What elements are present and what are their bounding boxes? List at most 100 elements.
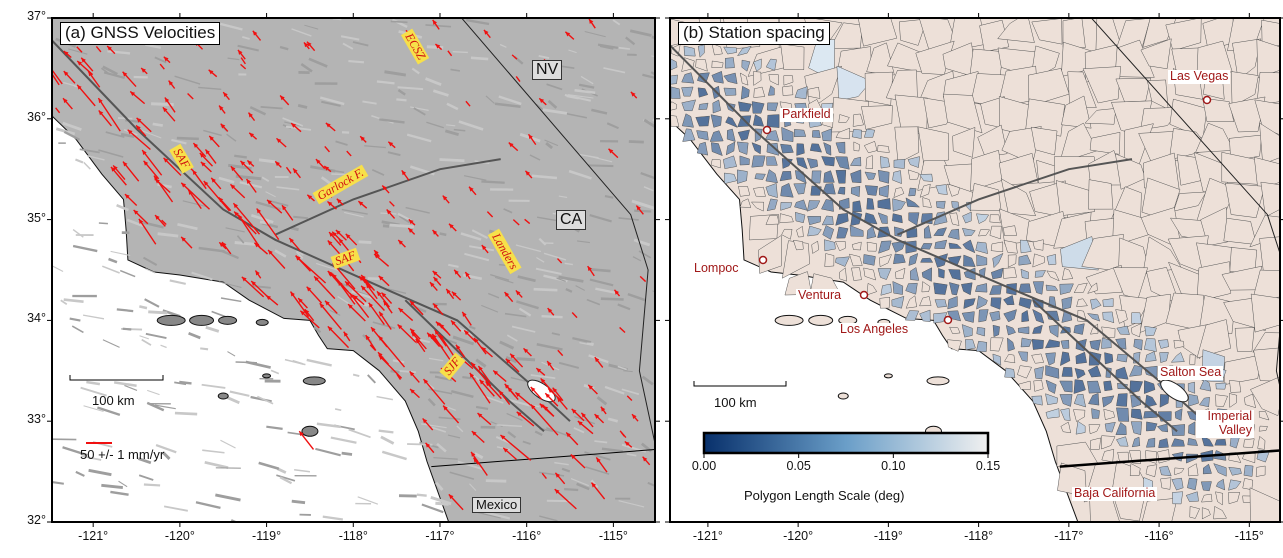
voronoi-cell: [892, 280, 904, 295]
island: [262, 373, 272, 379]
voronoi-cell: [753, 71, 762, 86]
arrow-head: [63, 71, 69, 76]
arrow-head: [143, 160, 149, 166]
hillshade: [69, 317, 81, 322]
velocity-arrow: [524, 218, 531, 225]
hillshade: [618, 46, 630, 50]
island: [301, 425, 319, 437]
voronoi-cell: [712, 99, 721, 114]
arrow-head: [525, 170, 531, 176]
voronoi-cell: [877, 145, 890, 153]
hillshade: [195, 501, 221, 510]
voronoi-cell: [1032, 253, 1045, 268]
voronoi-cell: [795, 211, 806, 224]
voronoi-cell: [711, 43, 723, 56]
voronoi-cell: [907, 156, 920, 168]
voronoi-cell: [1243, 464, 1254, 477]
voronoi-cell: [1156, 423, 1169, 433]
voronoi-cell: [725, 141, 736, 156]
velocity-arrow: [557, 349, 564, 357]
hillshade: [155, 443, 177, 454]
panel-a: [47, 13, 660, 527]
hillshade: [218, 176, 235, 184]
hillshade: [638, 250, 652, 259]
arrow-head: [381, 292, 387, 298]
voronoi-cell: [767, 85, 775, 96]
voronoi-cell: [906, 228, 918, 239]
hillshade: [603, 67, 626, 74]
voronoi-cell: [681, 72, 695, 84]
arrow-head: [451, 291, 457, 297]
voronoi-cell: [835, 169, 847, 184]
velocity-arrow: [95, 45, 102, 53]
island: [255, 318, 269, 326]
voronoi-cell: [696, 141, 709, 156]
hillshade: [618, 500, 645, 508]
hillshade: [434, 481, 444, 491]
velocity-arrow: [349, 292, 370, 318]
arrow-head: [220, 123, 226, 129]
hillshade: [499, 340, 515, 350]
arrow-head: [327, 326, 333, 332]
voronoi-cell: [1260, 181, 1280, 218]
arrow-head: [577, 421, 583, 426]
hillshade: [447, 434, 461, 439]
hillshade: [421, 503, 444, 514]
hillshade: [444, 129, 459, 136]
arrow-head: [88, 71, 93, 77]
arrow-head: [439, 334, 444, 340]
voronoi-cell: [766, 114, 780, 128]
voronoi-cell: [724, 57, 735, 69]
voronoi-cell: [1252, 332, 1280, 353]
voronoi-cell: [1101, 337, 1112, 349]
voronoi-cell: [947, 228, 960, 240]
hillshade: [259, 220, 270, 225]
hillshade: [538, 237, 547, 246]
voronoi-cell: [893, 158, 906, 169]
arrow-head: [398, 308, 404, 313]
voronoi-cell: [723, 46, 737, 55]
voronoi-cell: [962, 211, 972, 224]
voronoi-cell: [1213, 505, 1227, 520]
lat-tick-label: 37°: [27, 9, 46, 23]
voronoi-cell: [1130, 408, 1143, 420]
hillshade: [504, 312, 527, 318]
voronoi-cell: [1250, 293, 1280, 333]
voronoi-cell: [1253, 347, 1280, 382]
arrow-head: [163, 56, 169, 62]
voronoi-cell: [978, 309, 989, 323]
voronoi-cell: [751, 101, 765, 114]
hillshade: [120, 132, 135, 139]
region-label: CA: [556, 210, 587, 230]
arrow-head: [454, 269, 459, 275]
arrow-head: [493, 370, 499, 376]
velocity-arrow: [422, 378, 446, 405]
hillshade: [494, 102, 521, 109]
hillshade: [634, 209, 652, 213]
state-border: [1090, 18, 1280, 390]
hillshade: [372, 321, 396, 330]
voronoi-cell: [1087, 380, 1102, 394]
voronoi-cell: [1021, 309, 1030, 323]
voronoi-cell: [781, 228, 793, 240]
voronoi-cell: [990, 241, 1004, 253]
voronoi-cell: [766, 198, 778, 212]
voronoi-cell: [1003, 225, 1017, 236]
hillshade: [600, 297, 624, 301]
panel-b: [665, 13, 1283, 527]
hillshade: [145, 43, 162, 49]
lon-tick-label: -119°: [873, 529, 903, 543]
voronoi-cell: [1130, 421, 1143, 436]
voronoi-cell: [796, 225, 804, 238]
hillshade: [631, 199, 655, 210]
hillshade: [198, 86, 222, 91]
hillshade: [572, 336, 592, 344]
voronoi-cell: [835, 156, 850, 170]
hillshade: [475, 358, 487, 368]
voronoi-cell: [919, 183, 931, 198]
arrow-head: [298, 298, 303, 303]
hillshade: [384, 70, 407, 77]
voronoi-cell: [1256, 38, 1280, 79]
arrow-head: [267, 199, 272, 205]
voronoi-cell: [1215, 491, 1223, 506]
